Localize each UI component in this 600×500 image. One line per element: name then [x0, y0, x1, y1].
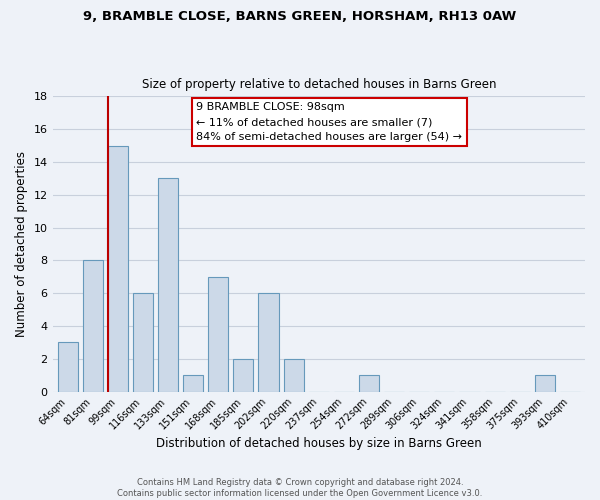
X-axis label: Distribution of detached houses by size in Barns Green: Distribution of detached houses by size …: [156, 437, 482, 450]
Bar: [535, 375, 555, 392]
Bar: [183, 375, 203, 392]
Bar: [359, 375, 379, 392]
Bar: [233, 359, 253, 392]
Bar: [83, 260, 103, 392]
Bar: [108, 146, 128, 392]
Bar: [284, 359, 304, 392]
Text: 9, BRAMBLE CLOSE, BARNS GREEN, HORSHAM, RH13 0AW: 9, BRAMBLE CLOSE, BARNS GREEN, HORSHAM, …: [83, 10, 517, 23]
Bar: [133, 293, 153, 392]
Text: Contains HM Land Registry data © Crown copyright and database right 2024.
Contai: Contains HM Land Registry data © Crown c…: [118, 478, 482, 498]
Y-axis label: Number of detached properties: Number of detached properties: [15, 151, 28, 337]
Title: Size of property relative to detached houses in Barns Green: Size of property relative to detached ho…: [142, 78, 496, 91]
Bar: [208, 277, 229, 392]
Bar: [259, 293, 278, 392]
Bar: [58, 342, 77, 392]
Bar: [158, 178, 178, 392]
Text: 9 BRAMBLE CLOSE: 98sqm
← 11% of detached houses are smaller (7)
84% of semi-deta: 9 BRAMBLE CLOSE: 98sqm ← 11% of detached…: [196, 102, 463, 142]
